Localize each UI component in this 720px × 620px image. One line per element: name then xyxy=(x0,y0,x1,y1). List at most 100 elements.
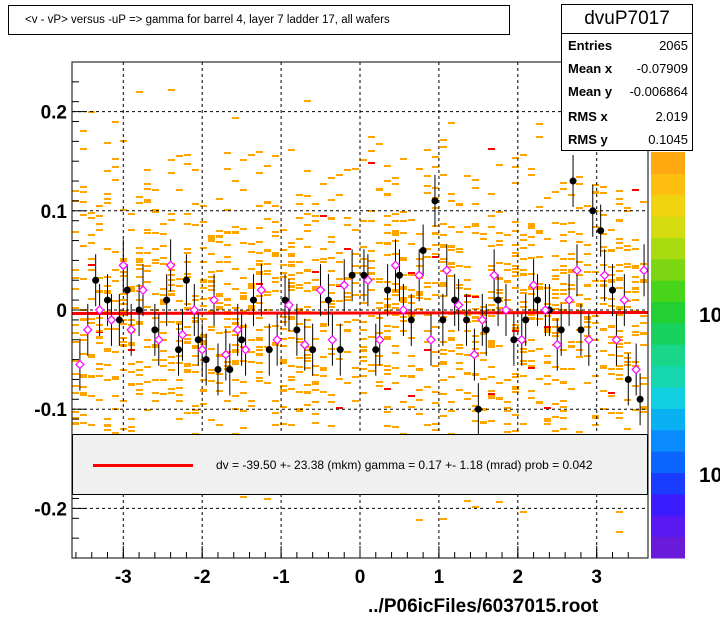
histogram-cell xyxy=(216,261,223,263)
histogram-cell xyxy=(160,223,167,225)
mirror-point xyxy=(374,334,385,345)
histogram-cell xyxy=(520,154,527,156)
histogram-cell xyxy=(496,278,503,280)
histogram-cell xyxy=(456,265,463,267)
histogram-cell xyxy=(272,344,279,346)
palette-swatch xyxy=(651,493,685,516)
profile-point xyxy=(407,316,415,324)
mirror-point xyxy=(619,295,630,305)
histogram-cell xyxy=(520,258,527,260)
histogram-cell xyxy=(136,268,143,270)
histogram-cell xyxy=(312,289,319,291)
histogram-cell xyxy=(520,239,527,241)
histogram-cell xyxy=(200,298,207,300)
histogram-cell xyxy=(232,395,239,397)
histogram-cell xyxy=(296,338,303,340)
histogram-cell xyxy=(496,345,503,347)
histogram-cell xyxy=(584,335,591,337)
histogram-cell xyxy=(248,405,255,407)
histogram-cell xyxy=(264,165,271,167)
profile-point xyxy=(175,346,183,354)
histogram-cell xyxy=(144,270,151,272)
histogram-cell xyxy=(136,383,143,385)
histogram-cell xyxy=(176,328,183,330)
profile-point xyxy=(439,316,447,324)
axes: -3 -2 -1 0 1 2 3 -0.2 -0.1 0 0.1 0.2 xyxy=(34,61,629,588)
histogram-cell xyxy=(624,306,631,308)
histogram-cell xyxy=(304,270,311,272)
histogram-cell xyxy=(368,220,375,222)
histogram-cell xyxy=(640,383,647,385)
histogram-cell xyxy=(160,379,167,381)
profile-point xyxy=(115,316,123,324)
palette-swatch xyxy=(651,152,685,174)
histogram-cell xyxy=(448,376,455,378)
histogram-cell xyxy=(560,223,567,225)
histogram-cell xyxy=(384,406,391,408)
histogram-cell xyxy=(176,155,183,157)
histogram-cell xyxy=(104,328,111,330)
histogram-cell xyxy=(584,316,591,318)
histogram-cell xyxy=(536,378,543,380)
histogram-cell xyxy=(424,256,431,258)
histogram-cell xyxy=(416,308,423,310)
histogram-cell xyxy=(96,229,103,231)
histogram-cell xyxy=(328,199,335,201)
histogram-cell xyxy=(520,363,527,365)
histogram-cell xyxy=(416,168,423,170)
histogram-cell xyxy=(600,297,607,299)
histogram-cell xyxy=(624,266,631,268)
histogram-cell xyxy=(632,276,639,278)
histogram-cell xyxy=(224,209,231,211)
histogram-cell xyxy=(496,307,503,309)
histogram-cell xyxy=(432,402,439,404)
histogram-cell xyxy=(632,331,639,333)
histogram-cell xyxy=(288,253,295,255)
histogram-cell xyxy=(80,191,87,193)
histogram-cell xyxy=(296,217,303,219)
histogram-cell xyxy=(376,188,383,190)
mirror-point xyxy=(583,334,594,345)
histogram-cell xyxy=(432,166,439,168)
histogram-cell xyxy=(552,403,559,405)
histogram-cell xyxy=(616,308,623,310)
histogram-cell xyxy=(384,411,391,413)
histogram-cell xyxy=(192,299,199,301)
histogram-cell xyxy=(328,292,335,294)
profile-point xyxy=(372,346,380,354)
histogram-cell xyxy=(520,273,527,275)
histogram-cell xyxy=(152,211,159,213)
histogram-cell xyxy=(216,308,223,310)
histogram-cell xyxy=(328,348,335,350)
histogram-cell xyxy=(464,398,471,400)
histogram-cell xyxy=(504,431,511,433)
stats-label: Entries xyxy=(568,38,613,53)
histogram-cell xyxy=(200,247,207,249)
histogram-cell xyxy=(296,194,303,196)
histogram-cell xyxy=(104,379,111,381)
histogram-cell xyxy=(136,258,143,260)
histogram-cell xyxy=(320,375,327,377)
histogram-cell xyxy=(408,365,415,367)
histogram-cell xyxy=(488,366,495,368)
histogram-cell xyxy=(200,336,207,338)
histogram-cell xyxy=(248,154,255,156)
histogram-cell xyxy=(488,215,495,217)
histogram-cell xyxy=(248,309,255,311)
histogram-cell xyxy=(616,287,623,289)
histogram-cell xyxy=(432,429,439,431)
histogram-cell xyxy=(336,324,343,326)
histogram-cell xyxy=(296,366,303,368)
histogram-cell xyxy=(280,229,287,231)
histogram-cell xyxy=(440,341,447,343)
histogram-cell xyxy=(144,201,151,203)
histogram-cell xyxy=(520,511,527,513)
histogram-cell xyxy=(240,189,247,191)
histogram-cell xyxy=(368,364,375,366)
histogram-cell xyxy=(304,246,311,248)
histogram-cell xyxy=(144,188,151,190)
histogram-cell xyxy=(296,310,303,312)
histogram-cell xyxy=(480,408,487,410)
histogram-cell xyxy=(160,288,167,290)
histogram-cell xyxy=(512,391,519,393)
